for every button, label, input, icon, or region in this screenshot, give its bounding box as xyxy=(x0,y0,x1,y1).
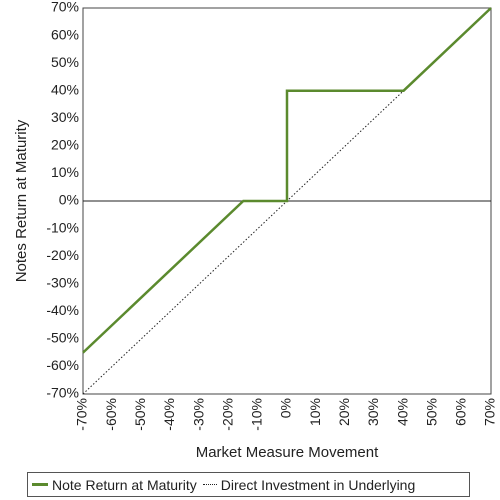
y-tick-label: 50% xyxy=(51,54,79,70)
series-line-note-return xyxy=(82,7,492,354)
y-tick-label: 0% xyxy=(59,192,79,208)
x-tick-label: -30% xyxy=(190,398,206,431)
legend-item-note-return: Note Return at Maturity xyxy=(28,477,197,493)
y-tick-label: -50% xyxy=(46,330,79,346)
chart-canvas: 70%60%50%40%30%20%10%0%-10%-20%-30%-40%-… xyxy=(13,0,498,461)
y-axis-title: Notes Return at Maturity xyxy=(13,119,30,282)
x-tick-labels: -70% -60% -50% -40% -30% -20% -10% 0% 10% 20% 30% 4… xyxy=(74,398,498,431)
x-axis-title: Market Measure Movement xyxy=(196,444,379,461)
y-tick-label: 20% xyxy=(51,137,79,153)
x-tick-label: 60% xyxy=(453,398,469,426)
series-layer xyxy=(82,7,492,395)
y-tick-label: -20% xyxy=(46,247,79,263)
x-tick-label: -10% xyxy=(249,398,265,431)
y-tick-label: -40% xyxy=(46,302,79,318)
legend: Note Return at Maturity Direct Investmen… xyxy=(27,472,470,497)
x-tick-label: 20% xyxy=(336,398,352,426)
x-tick-label: -60% xyxy=(103,398,119,431)
y-tick-label: 40% xyxy=(51,81,79,97)
x-tick-label: 0% xyxy=(278,398,294,418)
legend-swatch-dotted-icon xyxy=(202,484,217,485)
y-tick-label: -10% xyxy=(46,219,79,235)
x-tick-label: -50% xyxy=(132,398,148,431)
legend-label-direct-investment: Direct Investment in Underlying xyxy=(220,476,416,493)
y-tick-label: 10% xyxy=(51,164,79,180)
x-tick-label: 70% xyxy=(482,398,498,426)
y-tick-label: -70% xyxy=(46,385,79,401)
x-tick-label: -70% xyxy=(74,398,90,431)
y-tick-label: -30% xyxy=(46,274,79,290)
x-tick-label: 50% xyxy=(423,398,439,426)
legend-item-direct-investment: Direct Investment in Underlying xyxy=(197,476,416,493)
x-tick-label: 30% xyxy=(365,398,381,426)
y-tick-label: 60% xyxy=(51,26,79,42)
y-tick-label: -60% xyxy=(46,357,79,373)
y-tick-labels: 70% 60% 50% 40% 30% 20% 10% 0% -10% -20% -30% -40% -… xyxy=(46,0,79,401)
y-tick-label: 30% xyxy=(51,109,79,125)
legend-label-note-return: Note Return at Maturity xyxy=(52,476,197,493)
x-tick-label: 40% xyxy=(394,398,410,426)
x-tick-label: -20% xyxy=(219,398,235,431)
x-tick-label: -40% xyxy=(161,398,177,431)
x-tick-label: 10% xyxy=(307,398,323,426)
y-tick-label: 70% xyxy=(51,0,79,15)
legend-swatch-solid-icon xyxy=(32,483,48,486)
